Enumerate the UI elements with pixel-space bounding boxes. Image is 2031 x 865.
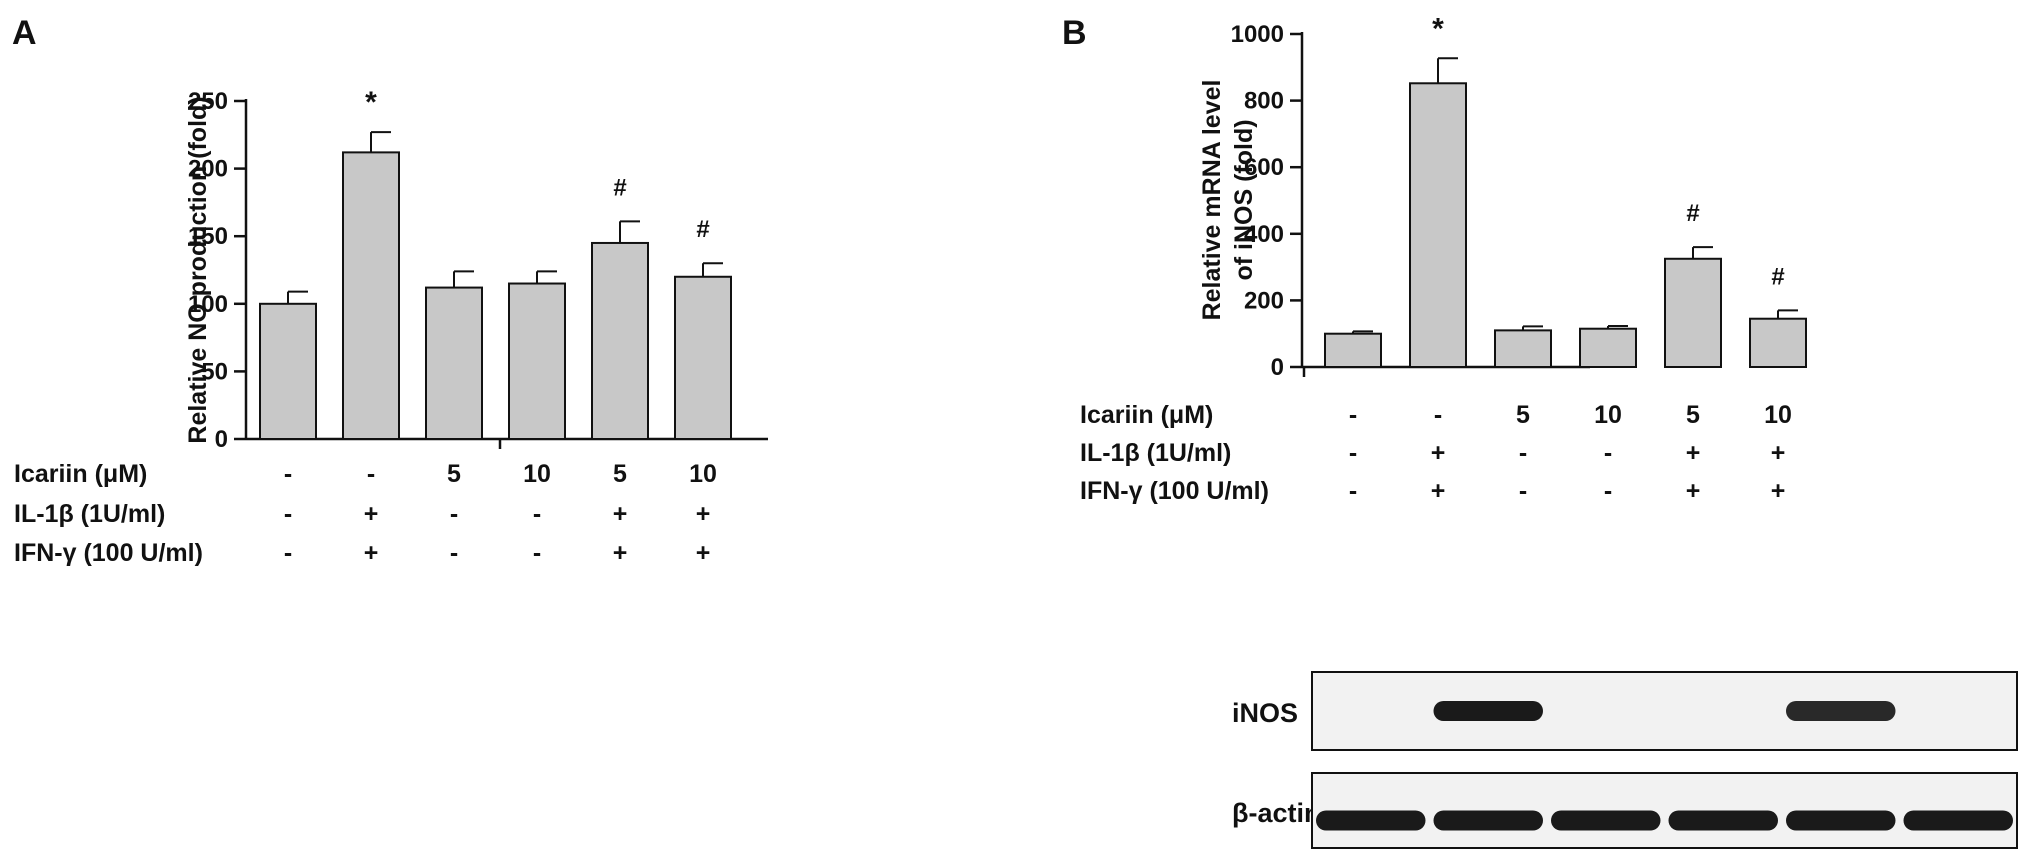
panel-b-condition-value: - (1349, 401, 1357, 429)
panel-b-condition-value: + (1686, 439, 1701, 467)
panel-b-significance-marker: # (1686, 200, 1699, 227)
panel-a-bar (342, 151, 400, 440)
panel-a-y-tick-label: 50 (201, 358, 228, 385)
panel-a-bar (259, 302, 317, 440)
panel-a-plot: 0 50 100 150 200 250 * # # (188, 86, 768, 453)
blot-band (1903, 810, 2013, 831)
blot-band (1316, 810, 1426, 831)
panel-b-condition-label: Icariin (μM) (1080, 401, 1213, 429)
panel-a-condition-value: - (367, 460, 375, 488)
panel-a-condition-value: - (284, 500, 292, 528)
panel-b-label: B (1062, 14, 1087, 52)
panel-b-condition-label: IL-1β (1U/ml) (1080, 439, 1231, 467)
panel-b-condition-label: IFN-γ (100 U/ml) (1080, 477, 1269, 505)
panel-b-significance-marker: # (1771, 263, 1784, 290)
panel-b-bar (1749, 317, 1807, 368)
blot-label: iNOS (1232, 698, 1298, 728)
blot-band (1551, 810, 1661, 831)
panel-a-condition-value: - (284, 460, 292, 488)
panel-a-bar (508, 282, 566, 440)
blot-band (1786, 701, 1896, 721)
panel-b-condition-value: - (1349, 439, 1357, 467)
panel-b-condition-value: + (1771, 439, 1786, 467)
panel-b-plot: 0 200 400 600 800 1000 * # # (1231, 12, 1807, 381)
panel-b-condition-table: Icariin (μM) - - 5 10 5 10 IL-1β (1U/ml) - + - - + + I… (1080, 401, 1792, 505)
panel-b-condition-value: 10 (1594, 401, 1622, 429)
panel-b-bar (1324, 332, 1382, 369)
panel-a-y-tick-label: 250 (188, 88, 228, 115)
panel-a-y-tick-label: 100 (188, 291, 228, 318)
panel-a-condition-label: IFN-γ (100 U/ml) (14, 539, 203, 567)
panel-b-condition-value: - (1604, 439, 1612, 467)
panel-a-condition-value: 5 (447, 460, 461, 488)
panel-a-condition-value: 10 (689, 460, 717, 488)
panel-a-condition-value: + (613, 539, 628, 567)
panel-a-condition-value: - (284, 539, 292, 567)
panel-a-condition-value: + (696, 539, 711, 567)
panel-a-condition-label: IL-1β (1U/ml) (14, 500, 165, 528)
panel-a-y-tick-label: 200 (188, 156, 228, 183)
panel-a-condition-value: - (533, 500, 541, 528)
panel-b-condition-value: 5 (1686, 401, 1700, 429)
panel-a-significance-marker: # (613, 174, 626, 201)
panel-b-y-tick-label: 800 (1244, 88, 1284, 115)
panel-a-condition-value: + (613, 500, 628, 528)
blot-band (1786, 810, 1896, 831)
panel-b-y-tick-label: 400 (1244, 221, 1284, 248)
panel-b-y-tick-label: 0 (1271, 354, 1284, 381)
panel-a-y-tick-label: 0 (215, 426, 228, 453)
panel-b-y-axis-title-line-1: Relative mRNA level (1198, 80, 1226, 321)
panel-a-condition-value: - (533, 539, 541, 567)
panel-a-bar (425, 286, 483, 440)
panel-b-condition-value: + (1431, 439, 1446, 467)
panel-b-condition-value: - (1349, 477, 1357, 505)
panel-b-y-tick-label: 600 (1244, 154, 1284, 181)
blot-band (1668, 810, 1778, 831)
panel-b-bar (1579, 327, 1637, 368)
blot-band (1433, 810, 1543, 831)
panel-b-western-blots: iNOS β-actin (1232, 671, 2018, 849)
panel-b-condition-value: 10 (1764, 401, 1792, 429)
panel-b-condition-value: + (1771, 477, 1786, 505)
blot-frame (1311, 772, 2018, 849)
panel-a-condition-value: 5 (613, 460, 627, 488)
panel-b-bar (1664, 257, 1722, 368)
panel-a-bar (674, 275, 732, 441)
panel-a-significance-marker: # (696, 216, 709, 243)
panel-a-condition-value: - (450, 539, 458, 567)
panel-a-condition-value: + (364, 500, 379, 528)
panel-b-condition-value: - (1519, 477, 1527, 505)
panel-b-significance-marker: * (1432, 12, 1444, 45)
panel-a-condition-value: - (450, 500, 458, 528)
panel-a-y-axis-title: Relative NO production (fold) (184, 96, 212, 443)
panel-b-y-tick-label: 1000 (1231, 21, 1284, 48)
panel-b-condition-value: 5 (1516, 401, 1530, 429)
blot-band (1433, 701, 1543, 721)
panel-a-condition-value: + (696, 500, 711, 528)
panel-a-condition-label: Icariin (μM) (14, 460, 147, 488)
panel-b-condition-value: - (1519, 439, 1527, 467)
panel-a-significance-marker: * (365, 86, 377, 119)
panel-b-condition-value: - (1434, 401, 1442, 429)
panel-b-condition-value: + (1686, 477, 1701, 505)
panel-b-y-tick-label: 200 (1244, 287, 1284, 314)
panel-a-condition-value: + (364, 539, 379, 567)
panel-b-condition-value: - (1604, 477, 1612, 505)
panel-a-condition-table: Icariin (μM) - - 5 10 5 10 IL-1β (1U/ml) - + - - + + I… (14, 460, 717, 567)
panel-b-y-axis-title-line-2: of iNOS (fold) (1230, 119, 1258, 280)
panel-b-bar (1409, 82, 1467, 368)
blot-label: β-actin (1232, 798, 1321, 828)
panel-a-bar (591, 241, 649, 440)
panel-a-condition-value: 10 (523, 460, 551, 488)
panel-a-label: A (12, 14, 37, 52)
panel-b-bar (1494, 329, 1552, 368)
panel-b-condition-value: + (1431, 477, 1446, 505)
panel-a-y-tick-label: 150 (188, 223, 228, 250)
blot-frame (1311, 671, 2018, 751)
